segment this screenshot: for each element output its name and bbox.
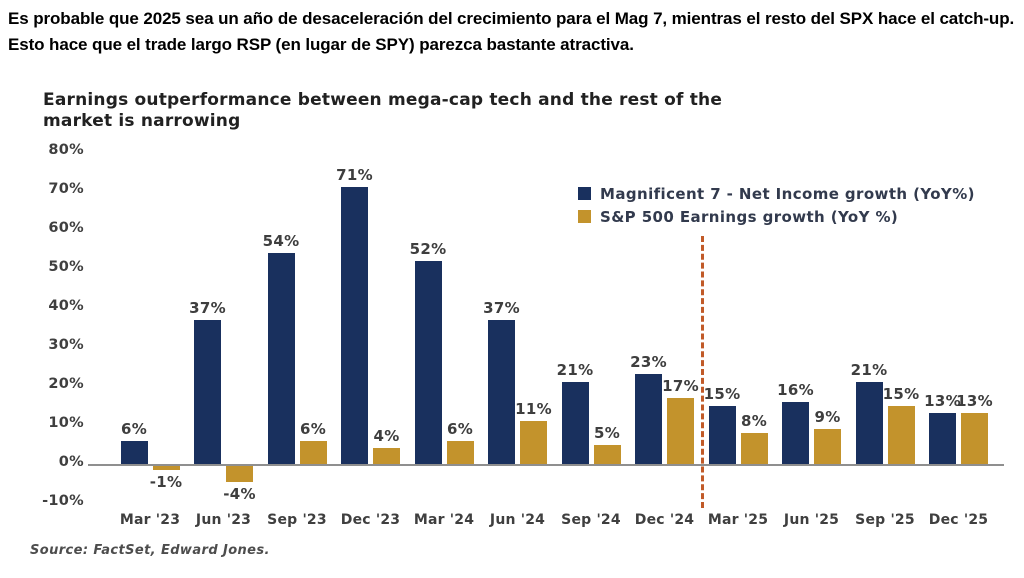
legend: Magnificent 7 - Net Income growth (YoY%)… xyxy=(578,182,975,228)
x-tick-label: Mar '24 xyxy=(413,512,475,528)
chart-title-line-2: market is narrowing xyxy=(43,111,241,131)
bar-sp500 xyxy=(814,428,841,464)
bar-mag7 xyxy=(708,405,736,464)
bar-mag7 xyxy=(267,253,295,464)
bar-value-label: 37% xyxy=(189,298,226,317)
bar-value-label: 13% xyxy=(956,392,993,411)
y-tick-label: 80% xyxy=(48,142,84,158)
source-attribution: Source: FactSet, Edward Jones. xyxy=(30,543,270,558)
x-tick-label: Jun '24 xyxy=(489,512,546,528)
x-tick-label: Dec '24 xyxy=(634,512,695,528)
y-tick-label: 50% xyxy=(48,259,84,275)
x-tick-label: Jun '23 xyxy=(195,512,252,528)
x-tick-label: Mar '25 xyxy=(707,512,769,528)
bar-mag7 xyxy=(561,382,589,464)
bar-value-label: 6% xyxy=(299,419,327,438)
bar-mag7 xyxy=(414,261,442,464)
bar-value-label: -4% xyxy=(223,484,256,503)
bar-value-label: 23% xyxy=(630,353,667,372)
bar-sp500 xyxy=(667,397,694,464)
bar-mag7 xyxy=(635,374,662,464)
bar-value-label: 54% xyxy=(262,232,300,251)
x-tick-label: Sep '23 xyxy=(267,512,327,528)
x-tick-label: Jun '25 xyxy=(783,512,840,528)
bar-value-label: -1% xyxy=(149,472,183,491)
bar-value-label: 21% xyxy=(850,361,888,380)
bar-value-label: 11% xyxy=(515,400,552,419)
y-tick-label: 40% xyxy=(48,298,84,314)
legend-swatch-sp500 xyxy=(578,210,591,223)
bar-value-label: 4% xyxy=(373,427,400,446)
forecast-divider-dashed-line xyxy=(701,236,704,508)
bar-value-label: 15% xyxy=(703,384,741,403)
bar-value-label: 37% xyxy=(483,298,520,317)
bar-sp500 xyxy=(887,405,915,464)
bar-sp500 xyxy=(593,444,621,464)
bar-mag7 xyxy=(488,319,515,464)
bar-value-label: 52% xyxy=(409,240,447,259)
bar-mag7 xyxy=(855,382,883,464)
y-tick-label: 20% xyxy=(48,376,84,392)
bar-value-label: 8% xyxy=(740,411,768,430)
y-tick-label: 0% xyxy=(58,454,84,470)
bar-sp500 xyxy=(152,466,180,470)
bar-sp500 xyxy=(740,432,768,464)
legend-item-sp500: S&P 500 Earnings growth (YoY %) xyxy=(578,205,975,228)
bar-value-label: 9% xyxy=(814,407,841,426)
x-tick-label: Dec '25 xyxy=(928,512,989,528)
legend-swatch-mag7 xyxy=(578,187,591,200)
bar-value-label: 71% xyxy=(336,166,373,185)
legend-label-mag7: Magnificent 7 - Net Income growth (YoY%) xyxy=(600,184,975,203)
headline-line-2: Esto hace que el trade largo RSP (en lug… xyxy=(8,35,634,54)
y-tick-label: 70% xyxy=(48,181,84,197)
x-tick-label: Sep '24 xyxy=(561,512,621,528)
bar-value-label: 13% xyxy=(924,392,961,411)
bar-mag7 xyxy=(929,413,956,464)
x-axis-line xyxy=(88,464,1004,466)
x-tick-label: Mar '23 xyxy=(119,512,181,528)
bar-value-label: 21% xyxy=(556,361,594,380)
bar-value-label: 15% xyxy=(882,384,920,403)
y-tick-label: 60% xyxy=(48,220,84,236)
bar-mag7 xyxy=(782,401,809,464)
x-tick-label: Sep '25 xyxy=(855,512,915,528)
bar-sp500 xyxy=(226,466,253,482)
x-tick-label: Dec '23 xyxy=(340,512,401,528)
bar-sp500 xyxy=(373,448,400,464)
bar-mag7 xyxy=(194,319,221,464)
bar-value-label: 6% xyxy=(120,419,148,438)
bar-mag7 xyxy=(120,440,148,464)
headline-line-1: Es probable que 2025 sea un año de desac… xyxy=(8,9,1015,28)
y-tick-label: 10% xyxy=(48,415,84,431)
bar-sp500 xyxy=(446,440,474,464)
bar-value-label: 6% xyxy=(446,419,474,438)
y-tick-label: 30% xyxy=(48,337,84,353)
y-tick-label: -10% xyxy=(42,493,84,509)
bar-mag7 xyxy=(341,187,368,464)
legend-item-mag7: Magnificent 7 - Net Income growth (YoY%) xyxy=(578,182,975,205)
chart-title: Earnings outperformance between mega-cap… xyxy=(43,90,823,132)
chart-title-line-1: Earnings outperformance between mega-cap… xyxy=(43,90,723,110)
bar-value-label: 17% xyxy=(662,376,699,395)
bar-value-label: 16% xyxy=(777,380,814,399)
legend-label-sp500: S&P 500 Earnings growth (YoY %) xyxy=(600,207,899,226)
bar-value-label: 5% xyxy=(593,423,621,442)
bar-sp500 xyxy=(299,440,327,464)
bar-sp500 xyxy=(520,421,547,464)
bar-sp500 xyxy=(961,413,988,464)
headline-note: Es probable que 2025 sea un año de desac… xyxy=(8,6,1018,58)
